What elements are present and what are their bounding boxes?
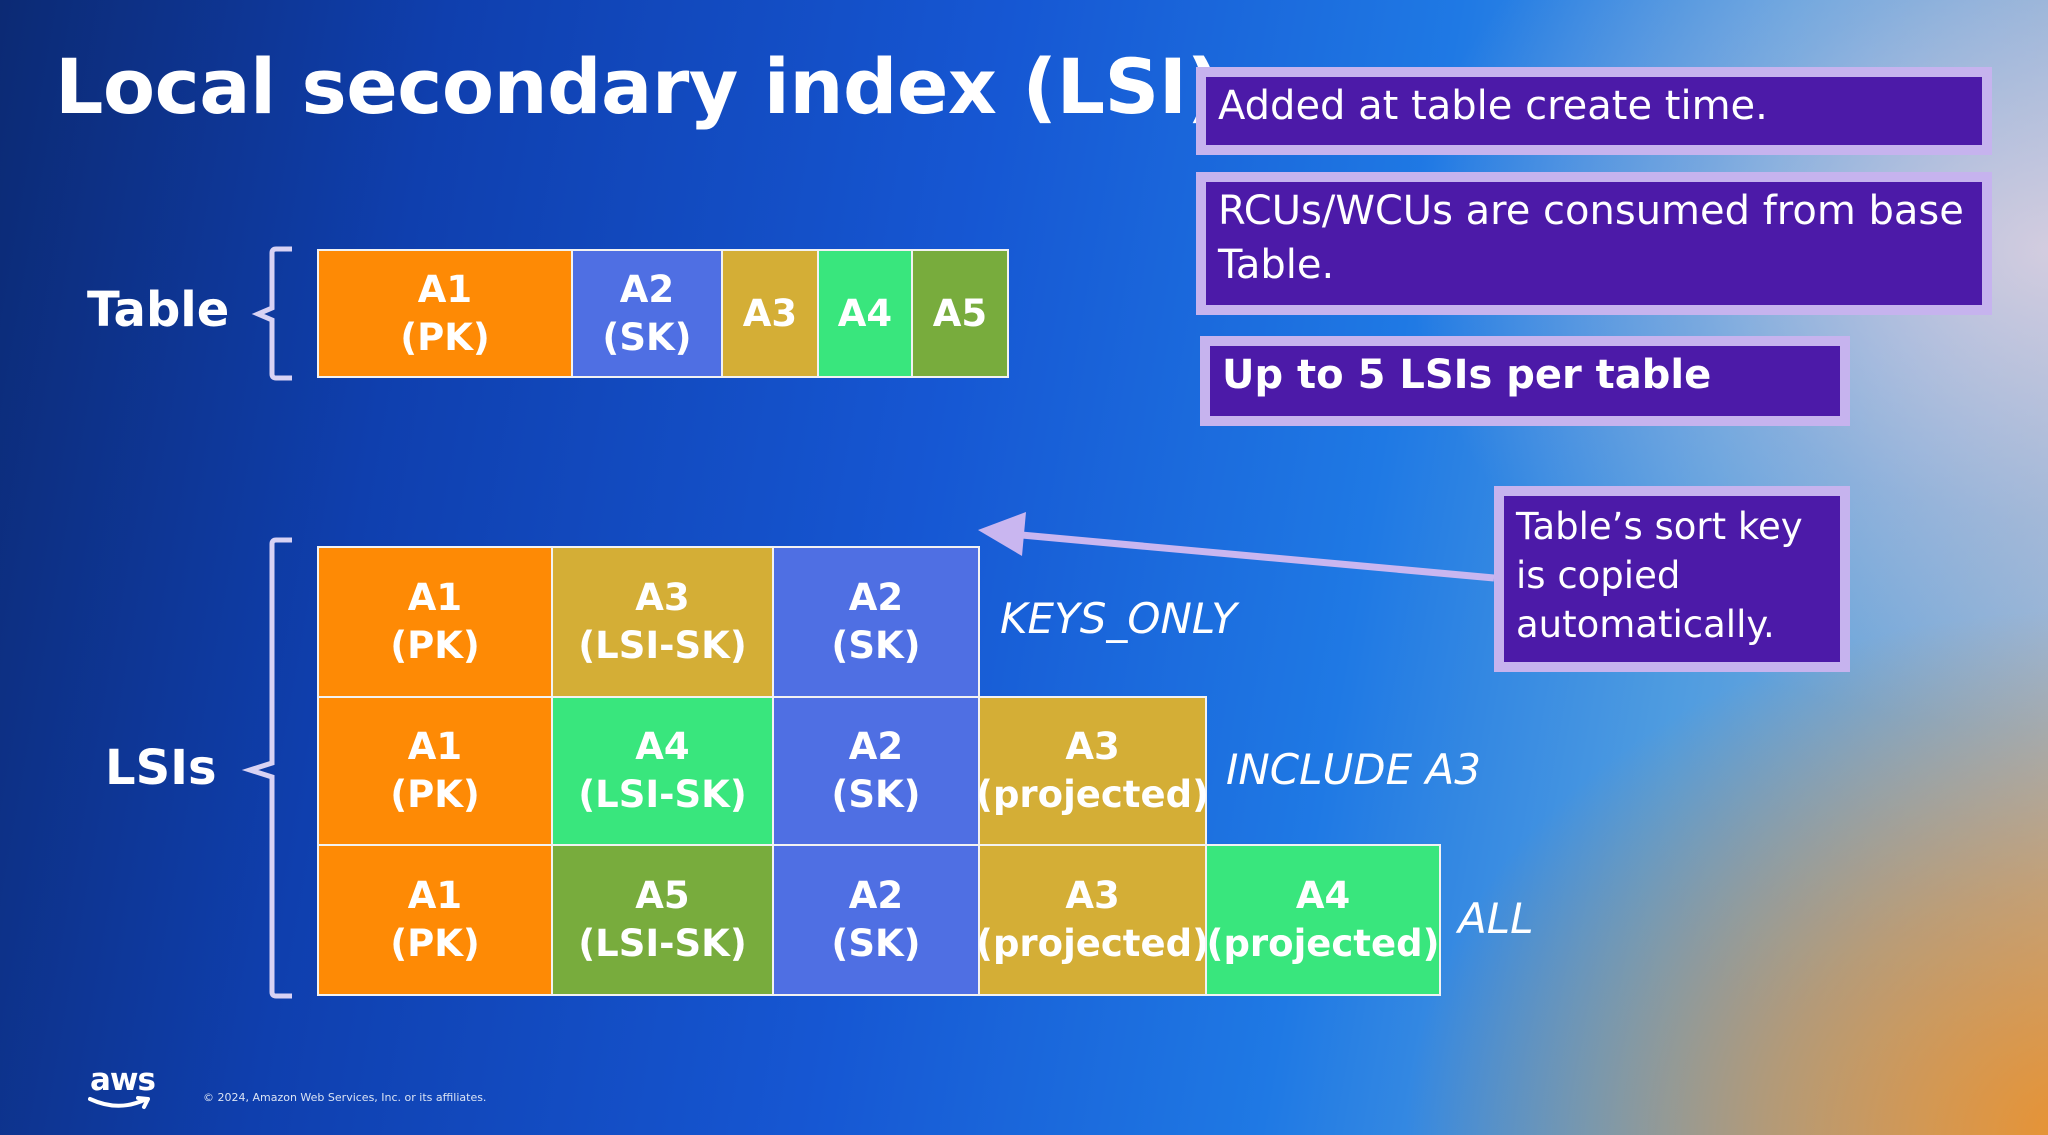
aws-logo: aws	[88, 1062, 156, 1109]
lsi3-cell-a3-projected: A3 (projected)	[976, 844, 1209, 996]
aws-smile-icon	[88, 1096, 150, 1109]
slide-title: Local secondary index (LSI)	[55, 42, 1221, 131]
table-cell-a3: A3	[721, 249, 819, 378]
callout-capacity: RCUs/WCUs are consumed from base Table.	[1196, 172, 1992, 315]
aws-logo-text: aws	[90, 1062, 156, 1098]
lsis-bracket	[241, 537, 292, 999]
table-cell-a2: A2 (SK)	[571, 249, 723, 378]
lsi2-cell-a2: A2 (SK)	[772, 696, 980, 846]
lsi3-projection-label: ALL	[1458, 894, 1534, 943]
lsi3-cell-a5: A5 (LSI-SK)	[551, 844, 774, 996]
lsi2-cell-a3-projected: A3 (projected)	[976, 696, 1209, 846]
callout-lsi-limit: Up to 5 LSIs per table	[1200, 336, 1850, 426]
lsi1-cell-a2: A2 (SK)	[772, 546, 980, 698]
lsi1-cell-a3: A3 (LSI-SK)	[551, 546, 774, 698]
lsi3-cell-a2: A2 (SK)	[772, 844, 980, 996]
lsi3-cell-a4-projected: A4 (projected)	[1205, 844, 1441, 996]
table-bracket	[251, 246, 292, 381]
lsis-label: LSIs	[105, 740, 217, 796]
table-label: Table	[87, 282, 230, 338]
lsi1-projection-label: KEYS_ONLY	[1000, 594, 1237, 643]
sort-key-arrow-head	[978, 512, 1026, 556]
lsi2-cell-a4: A4 (LSI-SK)	[551, 696, 774, 846]
lsi2-cell-a1: A1 (PK)	[317, 696, 553, 846]
callout-create-time: Added at table create time.	[1196, 67, 1992, 155]
sort-key-arrow-line	[1009, 530, 1495, 582]
table-cell-a5: A5	[911, 249, 1009, 378]
lsi2-projection-label: INCLUDE A3	[1226, 745, 1481, 794]
lsi1-cell-a1: A1 (PK)	[317, 546, 553, 698]
table-cell-a4: A4	[817, 249, 913, 378]
copyright-notice: © 2024, Amazon Web Services, Inc. or its…	[203, 1091, 487, 1104]
table-cell-a1: A1 (PK)	[317, 249, 573, 378]
callout-sort-key-copied: Table’s sort key is copied automatically…	[1494, 486, 1850, 672]
lsi3-cell-a1: A1 (PK)	[317, 844, 553, 996]
